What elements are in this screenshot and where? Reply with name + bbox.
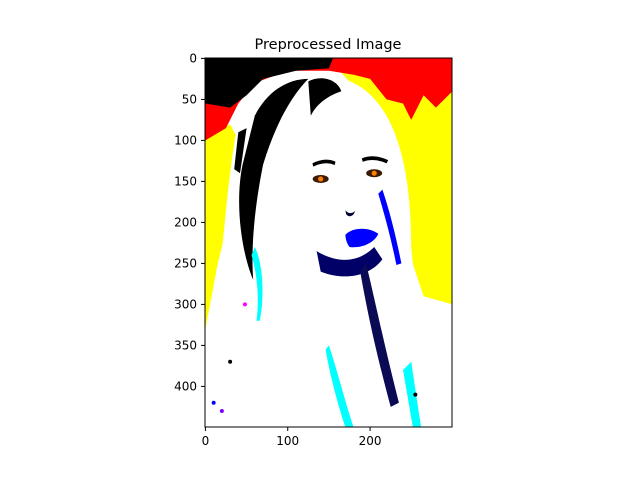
y-tick-label: 50 <box>182 92 197 106</box>
speckle-1 <box>219 409 224 414</box>
eye-right-iris <box>371 170 377 176</box>
speckle-2 <box>228 359 233 364</box>
shadow-cyan-bottom <box>325 345 354 427</box>
eyebrow-left <box>312 159 336 167</box>
hair-dark-top <box>308 78 342 116</box>
y-tick-label: 350 <box>174 338 197 352</box>
background-red <box>205 58 452 141</box>
shadow-blue-cheek <box>378 189 402 265</box>
eyebrow-right <box>361 156 389 164</box>
speckle-0 <box>242 302 247 307</box>
shadow-cyan-right <box>403 361 422 427</box>
chart-title: Preprocessed Image <box>255 37 402 53</box>
y-tick-label: 250 <box>174 256 197 270</box>
y-tick-label: 0 <box>189 51 197 65</box>
shadow-cyan-left <box>251 247 263 321</box>
x-tick-label: 100 <box>276 434 299 448</box>
hair-shadow-right <box>360 263 399 407</box>
lips <box>345 228 379 248</box>
background-black <box>205 58 333 108</box>
hair-dark-left <box>239 78 309 280</box>
y-tick-label: 300 <box>174 297 197 311</box>
speckle-4 <box>413 392 418 397</box>
background-yellow-right <box>328 58 452 305</box>
speckle-3 <box>211 400 216 405</box>
x-tick-label: 0 <box>202 434 210 448</box>
y-tick-label: 400 <box>174 379 197 393</box>
eye-left-iris <box>318 176 324 182</box>
hair-dark-strand <box>234 128 247 174</box>
image-content <box>205 58 452 427</box>
axes-frame <box>204 57 453 428</box>
hair-white <box>205 73 452 427</box>
x-tick-label: 200 <box>359 434 382 448</box>
y-tick-label: 200 <box>174 215 197 229</box>
nose <box>345 210 356 217</box>
y-tick-label: 150 <box>174 174 197 188</box>
y-tick-label: 100 <box>174 133 197 147</box>
